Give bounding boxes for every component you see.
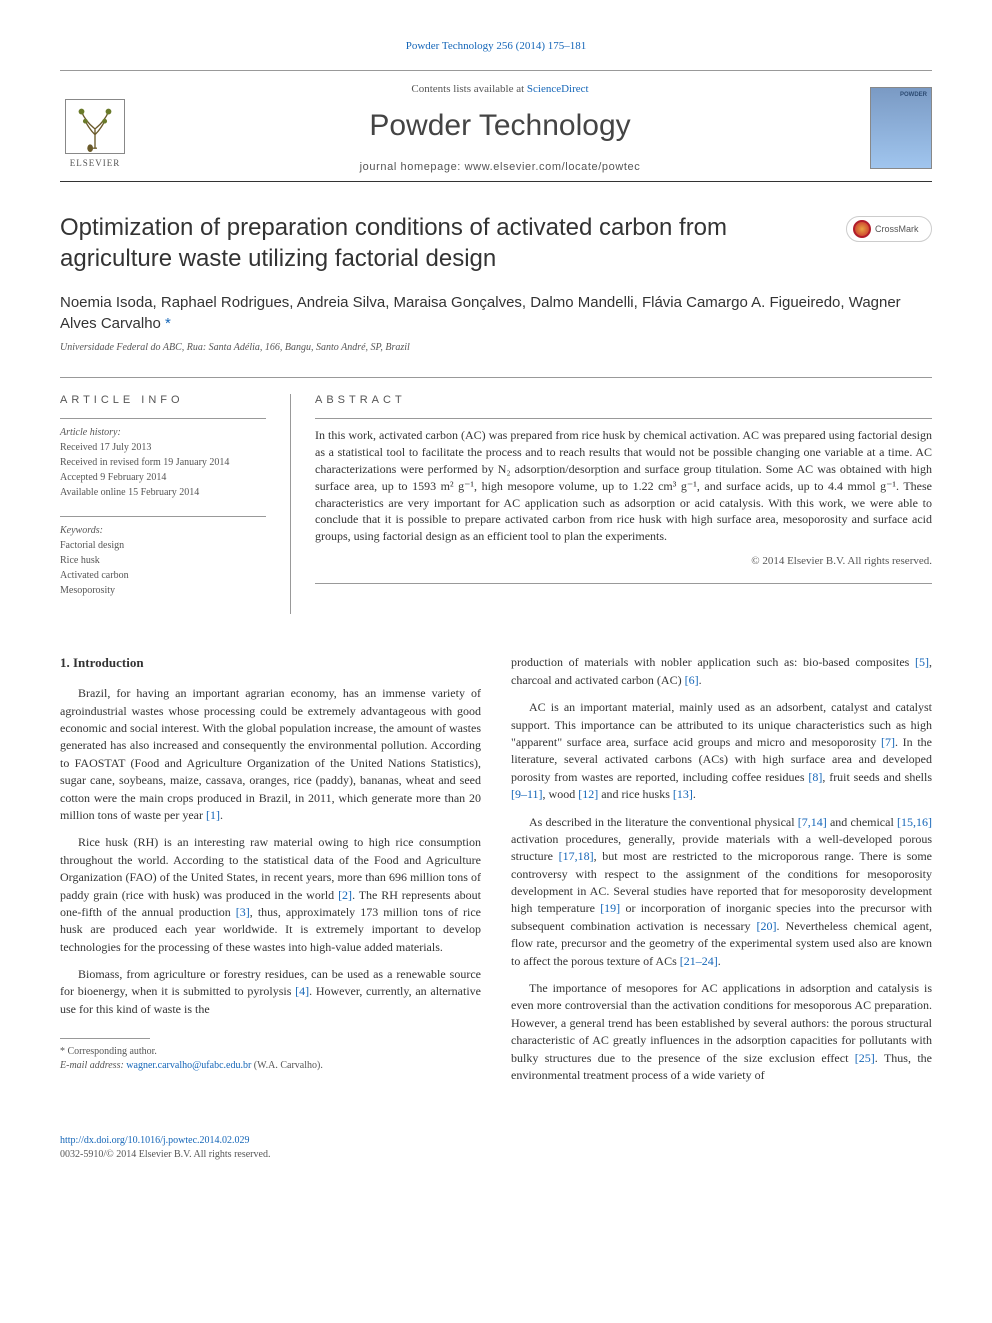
para-text: . <box>718 954 721 968</box>
citation-link[interactable]: [2] <box>338 888 352 902</box>
crossmark-badge[interactable]: CrossMark <box>846 216 932 242</box>
contents-line: Contents lists available at ScienceDirec… <box>130 83 870 95</box>
journal-cover-label: POWDER <box>900 92 927 98</box>
revised-date: Received in revised form 19 January 2014 <box>60 455 266 470</box>
citation-link[interactable]: [8] <box>808 770 822 784</box>
body-paragraph: Rice husk (RH) is an interesting raw mat… <box>60 834 481 956</box>
issn-copyright: 0032-5910/© 2014 Elsevier B.V. All right… <box>60 1148 932 1162</box>
header-citation: Powder Technology 256 (2014) 175–181 <box>60 40 932 52</box>
keyword: Mesoporosity <box>60 583 266 598</box>
masthead-center: Contents lists available at ScienceDirec… <box>130 83 870 173</box>
homepage-prefix: journal homepage: <box>360 161 465 173</box>
accepted-date: Accepted 9 February 2014 <box>60 470 266 485</box>
para-text: , fruit seeds and shells <box>822 770 932 784</box>
citation-link[interactable]: [13] <box>673 787 693 801</box>
keyword: Factorial design <box>60 538 266 553</box>
right-column: production of materials with nobler appl… <box>511 654 932 1094</box>
title-row: Optimization of preparation conditions o… <box>60 212 932 274</box>
sciencedirect-link[interactable]: ScienceDirect <box>527 83 589 95</box>
keyword: Activated carbon <box>60 568 266 583</box>
homepage-url: www.elsevier.com/locate/powtec <box>465 161 641 173</box>
body-paragraph: As described in the literature the conve… <box>511 814 932 971</box>
para-text: and chemical <box>827 815 897 829</box>
journal-cover-thumbnail: POWDER <box>870 87 932 169</box>
affiliation: Universidade Federal do ABC, Rua: Santa … <box>60 342 932 353</box>
page-footer: http://dx.doi.org/10.1016/j.powtec.2014.… <box>60 1134 932 1162</box>
footnote-separator <box>60 1038 150 1039</box>
corr-email-link[interactable]: wagner.carvalho@ufabc.edu.br <box>126 1060 251 1071</box>
citation-link[interactable]: [6] <box>685 673 699 687</box>
publisher-logo: ELSEVIER <box>60 88 130 168</box>
citation-link[interactable]: [20] <box>757 919 777 933</box>
corresponding-author-footnote: * Corresponding author. E-mail address: … <box>60 1045 481 1073</box>
abstract-column: abstract In this work, activated carbon … <box>290 394 932 614</box>
citation-link[interactable]: [7,14] <box>798 815 827 829</box>
history-label: Article history: <box>60 427 266 438</box>
body-paragraph: The importance of mesopores for AC appli… <box>511 980 932 1084</box>
citation-link[interactable]: [5] <box>915 655 929 669</box>
left-column: 1. Introduction Brazil, for having an im… <box>60 654 481 1094</box>
section-1-heading: 1. Introduction <box>60 654 481 673</box>
para-text: , wood <box>543 787 579 801</box>
journal-homepage: journal homepage: www.elsevier.com/locat… <box>130 161 870 173</box>
page: Powder Technology 256 (2014) 175–181 ELS… <box>0 0 992 1212</box>
body-paragraph: AC is an important material, mainly used… <box>511 699 932 803</box>
info-abstract-row: article info Article history: Received 1… <box>60 377 932 614</box>
online-date: Available online 15 February 2014 <box>60 485 266 500</box>
elsevier-tree-icon <box>65 99 125 154</box>
citation-link[interactable]: [7] <box>881 735 895 749</box>
received-date: Received 17 July 2013 <box>60 440 266 455</box>
contents-prefix: Contents lists available at <box>411 83 526 95</box>
crossmark-icon <box>853 220 871 238</box>
para-text: As described in the literature the conve… <box>529 815 798 829</box>
citation-link[interactable]: [25] <box>855 1051 875 1065</box>
corr-label: * Corresponding author. <box>60 1045 481 1059</box>
journal-name: Powder Technology <box>130 109 870 143</box>
body-paragraph: Biomass, from agriculture or forestry re… <box>60 966 481 1018</box>
citation-link[interactable]: [21–24] <box>680 954 718 968</box>
email-suffix: (W.A. Carvalho). <box>251 1060 323 1071</box>
para-text: . <box>693 787 696 801</box>
body-paragraph: Brazil, for having an important agrarian… <box>60 685 481 824</box>
elsevier-wordmark: ELSEVIER <box>70 158 121 168</box>
keywords-label: Keywords: <box>60 525 266 536</box>
article-info-column: article info Article history: Received 1… <box>60 394 290 614</box>
citation-link[interactable]: [3] <box>236 905 250 919</box>
article-info-heading: article info <box>60 394 266 406</box>
email-label: E-mail address: <box>60 1060 126 1071</box>
para-text: production of materials with nobler appl… <box>511 655 915 669</box>
citation-link[interactable]: [19] <box>600 901 620 915</box>
abstract-heading: abstract <box>315 394 932 406</box>
keyword: Rice husk <box>60 553 266 568</box>
citation-link[interactable]: [4] <box>295 984 309 998</box>
citation-link[interactable]: [1] <box>206 808 220 822</box>
para-text: Brazil, for having an important agrarian… <box>60 686 481 822</box>
para-text: . <box>220 808 223 822</box>
citation-link[interactable]: [12] <box>578 787 598 801</box>
author-list: Noemia Isoda, Raphael Rodrigues, Andreia… <box>60 292 932 334</box>
article-history-block: Article history: Received 17 July 2013 R… <box>60 418 266 500</box>
citation-link[interactable]: [17,18] <box>559 849 594 863</box>
para-text: and rice husks <box>598 787 673 801</box>
authors-text: Noemia Isoda, Raphael Rodrigues, Andreia… <box>60 294 901 332</box>
masthead: ELSEVIER Contents lists available at Sci… <box>60 70 932 182</box>
abstract-text: In this work, activated carbon (AC) was … <box>315 418 932 545</box>
crossmark-label: CrossMark <box>875 224 919 234</box>
abstract-copyright: © 2014 Elsevier B.V. All rights reserved… <box>315 555 932 584</box>
para-text: . <box>699 673 702 687</box>
body-two-column: 1. Introduction Brazil, for having an im… <box>60 654 932 1094</box>
article-title: Optimization of preparation conditions o… <box>60 212 826 274</box>
body-paragraph: production of materials with nobler appl… <box>511 654 932 689</box>
corresponding-marker: * <box>165 315 171 332</box>
para-text: AC is an important material, mainly used… <box>511 700 932 749</box>
citation-link[interactable]: [15,16] <box>897 815 932 829</box>
keywords-block: Keywords: Factorial design Rice husk Act… <box>60 516 266 598</box>
citation-link[interactable]: [9–11] <box>511 787 543 801</box>
doi-link[interactable]: http://dx.doi.org/10.1016/j.powtec.2014.… <box>60 1135 250 1146</box>
